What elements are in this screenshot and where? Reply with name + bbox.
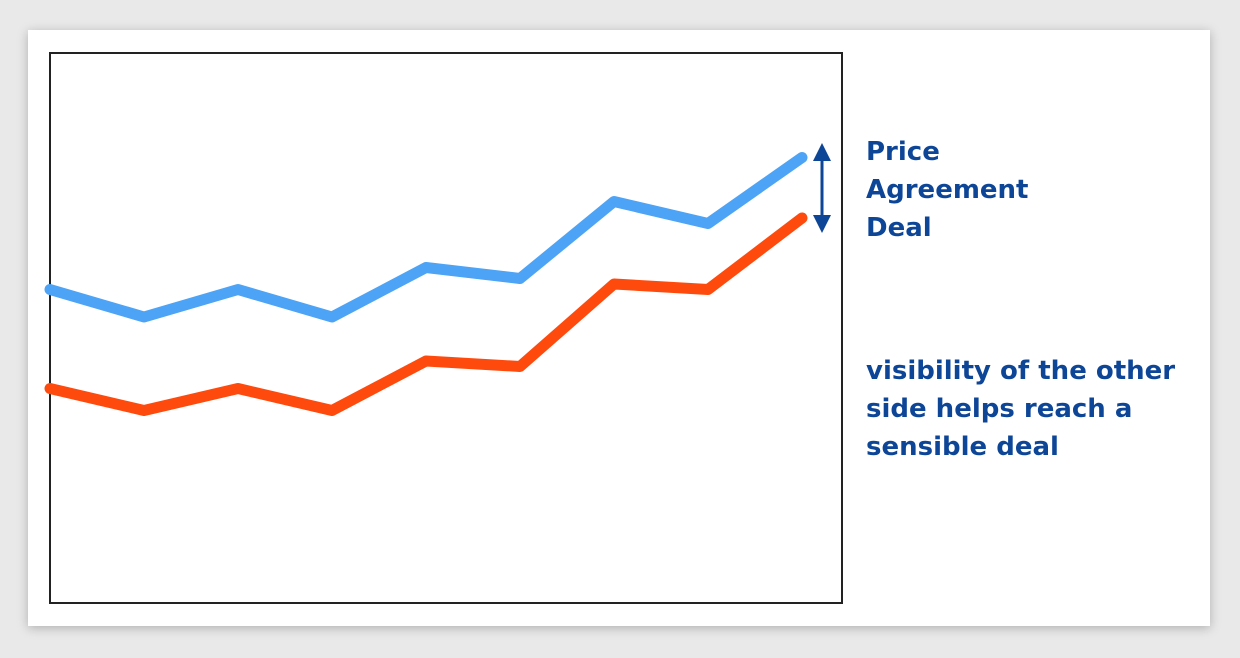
gap-labels: Price Agreement Deal: [866, 133, 1029, 247]
label-agreement: Agreement: [866, 175, 1029, 205]
label-price: Price: [866, 137, 940, 167]
series-line-1: [44, 152, 808, 323]
note-line-1: visibility of the other: [866, 356, 1176, 386]
note-line-2: side helps reach a: [866, 394, 1133, 424]
label-deal: Deal: [866, 213, 932, 243]
series-line-2: [44, 212, 808, 416]
note-line-3: sensible deal: [866, 432, 1059, 462]
series-layer: [44, 152, 808, 416]
annotation-note: visibility of the other side helps reach…: [866, 352, 1196, 466]
plot-frame: [49, 52, 843, 604]
